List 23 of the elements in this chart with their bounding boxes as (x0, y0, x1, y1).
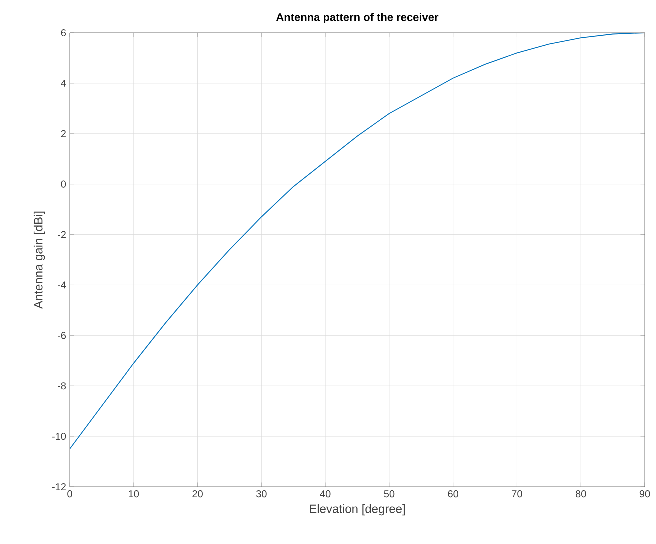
y-tick-label: -4 (58, 282, 66, 289)
y-tick-label: -8 (58, 382, 66, 390)
y-tick-label: 6 (61, 29, 66, 37)
x-tick-label: 80 (576, 490, 586, 498)
x-tick-label: 50 (384, 490, 395, 498)
x-tick-label: 0 (68, 490, 72, 498)
y-tick-label: -2 (58, 231, 66, 238)
x-tick-label: 20 (192, 490, 203, 498)
x-tick-label: 90 (640, 490, 650, 498)
chart-title: Antenna pattern of the receiver (276, 13, 439, 24)
x-tick-label: 30 (256, 490, 267, 498)
x-tick-label: 40 (320, 490, 331, 498)
y-tick-label: 0 (61, 180, 66, 188)
y-tick-label: 4 (61, 80, 66, 87)
y-axis-title: Antenna gain [dBi] (34, 212, 46, 310)
y-tick-label: -12 (52, 484, 66, 490)
x-axis-title: Elevation [degree] (310, 504, 405, 516)
x-tick-label: 10 (129, 490, 140, 498)
y-tick-label: -6 (58, 332, 66, 340)
y-tick-label: -10 (52, 433, 66, 440)
y-tick-label: 2 (61, 130, 66, 138)
x-tick-label: 60 (448, 490, 459, 498)
x-tick-label: 70 (512, 490, 522, 498)
